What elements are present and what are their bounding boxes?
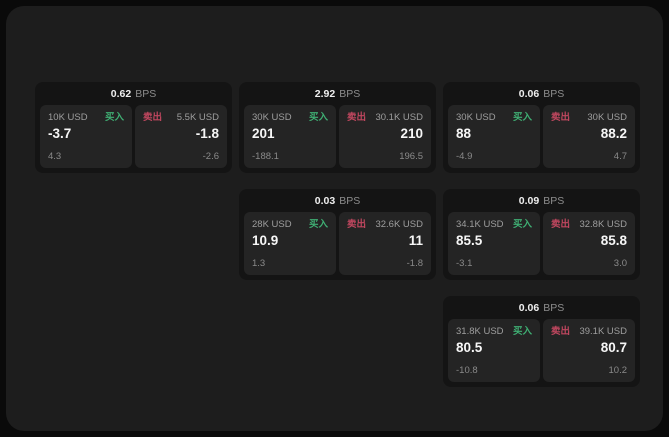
sell-quote-panel[interactable]: 卖出 5.5K USD -1.8 -2.6 [135, 105, 227, 168]
buy-price: 80.5 [456, 340, 483, 355]
quote-panels: 30K USD 买入 201 -188.1 卖出 30.1K USD 210 1… [239, 105, 436, 173]
quote-card: 0.06 BPS 31.8K USD 买入 80.5 -10.8 卖出 39.1… [443, 296, 640, 387]
sell-price: 88.2 [600, 126, 627, 141]
sell-quote-panel[interactable]: 卖出 30.1K USD 210 196.5 [339, 105, 431, 168]
sell-label: 卖出 [551, 326, 571, 337]
buy-label: 买入 [512, 112, 532, 123]
buy-amount: 28K USD [252, 219, 292, 230]
bps-unit-label: BPS [135, 87, 157, 100]
buy-label: 买入 [512, 219, 532, 230]
buy-price: 10.9 [252, 233, 279, 248]
sell-amount: 32.8K USD [579, 219, 627, 230]
bps-value: 2.92 [314, 87, 336, 100]
sell-quote-panel[interactable]: 卖出 32.6K USD 11 -1.8 [339, 212, 431, 275]
quote-card: 0.09 BPS 34.1K USD 买入 85.5 -3.1 卖出 32.8K… [443, 189, 640, 280]
card-header: 0.09 BPS [443, 189, 640, 212]
buy-sub-value: -4.9 [456, 151, 473, 162]
buy-amount: 30K USD [252, 112, 292, 123]
bps-value: 0.06 [518, 87, 540, 100]
bps-unit-label: BPS [543, 194, 565, 207]
buy-sub-value: -188.1 [252, 151, 279, 162]
sell-label: 卖出 [347, 112, 367, 123]
buy-price: 88 [456, 126, 472, 141]
sell-amount: 32.6K USD [375, 219, 423, 230]
sell-label: 卖出 [551, 112, 571, 123]
quote-card: 2.92 BPS 30K USD 买入 201 -188.1 卖出 30.1K … [239, 82, 436, 173]
sell-sub-value: -2.6 [202, 151, 219, 162]
quote-panels: 10K USD 买入 -3.7 4.3 卖出 5.5K USD -1.8 -2.… [35, 105, 232, 173]
buy-sub-value: 1.3 [252, 258, 266, 269]
quote-panels: 34.1K USD 买入 85.5 -3.1 卖出 32.8K USD 85.8… [443, 212, 640, 280]
buy-price: 85.5 [456, 233, 483, 248]
bps-unit-label: BPS [543, 87, 565, 100]
buy-price: -3.7 [48, 126, 72, 141]
quote-card-grid: 0.62 BPS 10K USD 买入 -3.7 4.3 卖出 5.5K USD [35, 82, 640, 387]
bps-unit-label: BPS [339, 87, 361, 100]
buy-label: 买入 [308, 112, 328, 123]
sell-price: 11 [408, 233, 423, 248]
sell-price: -1.8 [195, 126, 219, 141]
sell-amount: 30K USD [587, 112, 627, 123]
card-header: 0.06 BPS [443, 296, 640, 319]
sell-sub-value: 10.2 [608, 365, 628, 376]
buy-label: 买入 [308, 219, 328, 230]
buy-quote-panel[interactable]: 30K USD 买入 201 -188.1 [244, 105, 336, 168]
sell-sub-value: 196.5 [399, 151, 423, 162]
bps-value: 0.06 [518, 301, 540, 314]
card-header: 0.03 BPS [239, 189, 436, 212]
card-header: 2.92 BPS [239, 82, 436, 105]
sell-sub-value: 4.7 [613, 151, 627, 162]
bps-value: 0.09 [518, 194, 540, 207]
sell-quote-panel[interactable]: 卖出 30K USD 88.2 4.7 [543, 105, 635, 168]
buy-amount: 31.8K USD [456, 326, 504, 337]
sell-price: 210 [400, 126, 423, 141]
sell-amount: 5.5K USD [176, 112, 219, 123]
buy-amount: 34.1K USD [456, 219, 504, 230]
sell-sub-value: 3.0 [613, 258, 627, 269]
buy-quote-panel[interactable]: 34.1K USD 买入 85.5 -3.1 [448, 212, 540, 275]
buy-quote-panel[interactable]: 10K USD 买入 -3.7 4.3 [40, 105, 132, 168]
sell-amount: 30.1K USD [375, 112, 423, 123]
quote-card: 0.06 BPS 30K USD 买入 88 -4.9 卖出 30K USD [443, 82, 640, 173]
sell-label: 卖出 [347, 219, 367, 230]
buy-sub-value: -10.8 [456, 365, 478, 376]
buy-sub-value: -3.1 [456, 258, 473, 269]
card-header: 0.06 BPS [443, 82, 640, 105]
bps-unit-label: BPS [339, 194, 361, 207]
quote-panels: 30K USD 买入 88 -4.9 卖出 30K USD 88.2 4.7 [443, 105, 640, 173]
sell-label: 卖出 [143, 112, 163, 123]
bps-unit-label: BPS [543, 301, 565, 314]
buy-amount: 30K USD [456, 112, 496, 123]
buy-amount: 10K USD [48, 112, 88, 123]
sell-price: 85.8 [600, 233, 627, 248]
buy-sub-value: 4.3 [48, 151, 62, 162]
buy-label: 买入 [512, 326, 532, 337]
card-header: 0.62 BPS [35, 82, 232, 105]
bps-value: 0.62 [110, 87, 132, 100]
buy-label: 买入 [104, 112, 124, 123]
sell-amount: 39.1K USD [579, 326, 627, 337]
buy-quote-panel[interactable]: 28K USD 买入 10.9 1.3 [244, 212, 336, 275]
sell-quote-panel[interactable]: 卖出 32.8K USD 85.8 3.0 [543, 212, 635, 275]
app-panel: 0.62 BPS 10K USD 买入 -3.7 4.3 卖出 5.5K USD [6, 6, 663, 431]
buy-quote-panel[interactable]: 30K USD 买入 88 -4.9 [448, 105, 540, 168]
sell-price: 80.7 [600, 340, 627, 355]
bps-value: 0.03 [314, 194, 336, 207]
sell-label: 卖出 [551, 219, 571, 230]
quote-panels: 28K USD 买入 10.9 1.3 卖出 32.6K USD 11 -1.8 [239, 212, 436, 280]
quote-panels: 31.8K USD 买入 80.5 -10.8 卖出 39.1K USD 80.… [443, 319, 640, 387]
quote-card: 0.62 BPS 10K USD 买入 -3.7 4.3 卖出 5.5K USD [35, 82, 232, 173]
buy-price: 201 [252, 126, 275, 141]
quote-card: 0.03 BPS 28K USD 买入 10.9 1.3 卖出 32.6K US… [239, 189, 436, 280]
buy-quote-panel[interactable]: 31.8K USD 买入 80.5 -10.8 [448, 319, 540, 382]
sell-sub-value: -1.8 [406, 258, 423, 269]
sell-quote-panel[interactable]: 卖出 39.1K USD 80.7 10.2 [543, 319, 635, 382]
